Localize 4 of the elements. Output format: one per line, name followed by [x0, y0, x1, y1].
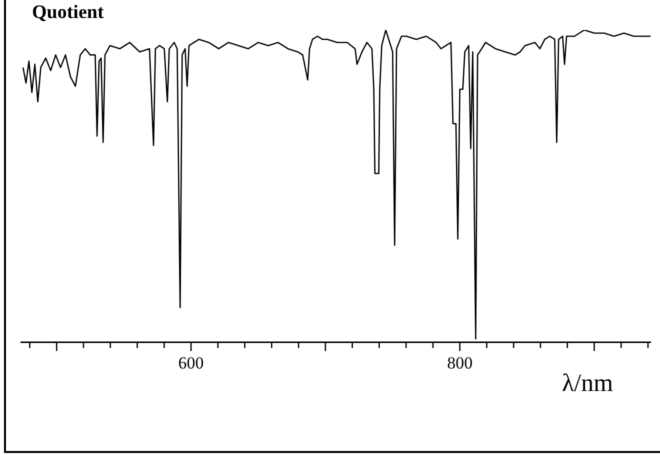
x-tick-label: 600	[178, 354, 204, 373]
x-axis-title: λ/nm	[562, 370, 614, 398]
x-tick-label: 800	[447, 354, 473, 373]
chart-title: Quotient	[32, 2, 104, 24]
